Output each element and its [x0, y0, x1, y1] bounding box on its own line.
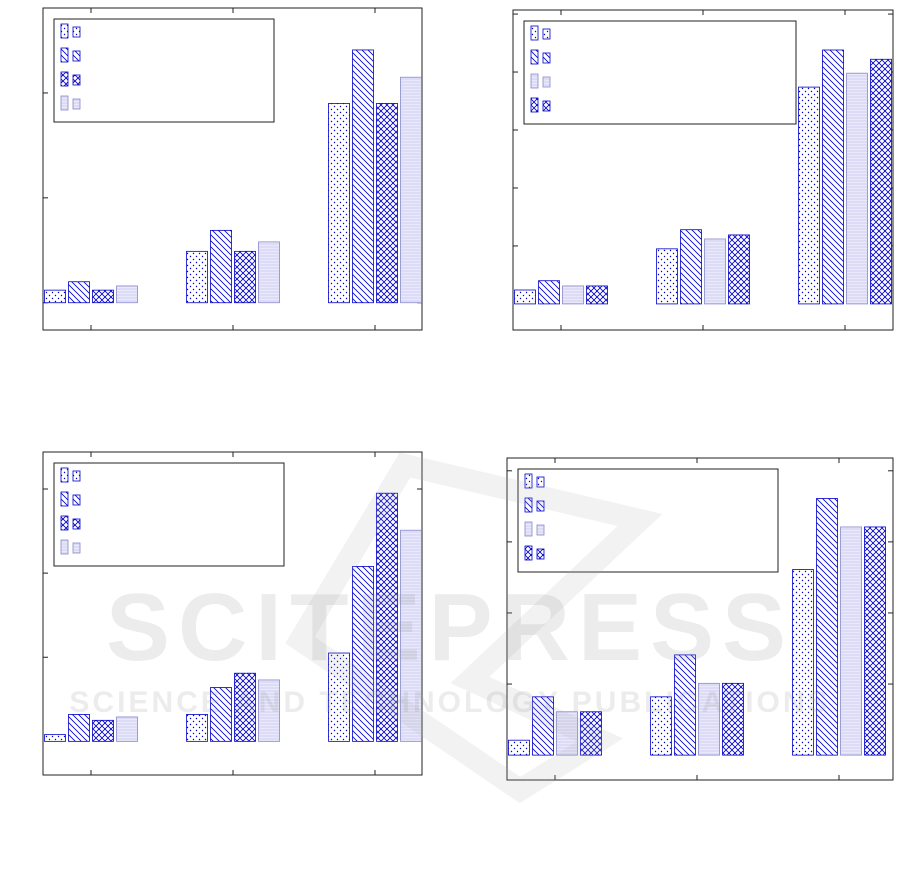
bar: [562, 285, 584, 305]
bar: [258, 679, 280, 742]
bar: [728, 234, 750, 305]
legend-swatch: [60, 515, 69, 531]
legend-swatch: [542, 52, 551, 64]
legend-swatch: [536, 548, 545, 560]
bar: [210, 229, 232, 304]
legend-swatch: [530, 49, 539, 65]
bar: [532, 696, 554, 756]
bar: [816, 498, 838, 756]
bar: [92, 289, 114, 304]
bar: [258, 241, 280, 304]
watermark-logo: [285, 452, 663, 804]
bar: [822, 49, 844, 305]
bar: [798, 86, 820, 305]
bar: [352, 49, 374, 304]
legend-swatch: [542, 76, 551, 88]
bar: [722, 682, 744, 756]
legend: [517, 468, 779, 573]
bar: [400, 529, 422, 742]
bar: [704, 238, 726, 305]
legend-swatch: [530, 25, 539, 41]
bar: [698, 682, 720, 756]
legend: [53, 462, 285, 567]
bar: [376, 103, 398, 304]
bar: [508, 739, 530, 756]
bar: [376, 492, 398, 742]
bar: [234, 672, 256, 742]
chart-panel: [42, 451, 423, 776]
legend-swatch: [60, 467, 69, 483]
bar: [68, 714, 90, 742]
legend-swatch: [542, 28, 551, 40]
bar: [514, 289, 536, 305]
legend-box: [53, 462, 285, 567]
legend-swatch: [60, 95, 69, 111]
bar: [186, 714, 208, 742]
legend-swatch: [536, 500, 545, 512]
bar: [68, 281, 90, 304]
legend-swatch: [60, 23, 69, 39]
legend-swatch: [72, 494, 81, 506]
bar: [328, 652, 350, 742]
chart-panel: [512, 9, 894, 331]
legend-swatch: [60, 71, 69, 87]
bar: [400, 76, 422, 304]
legend-box: [517, 468, 779, 573]
bar: [674, 654, 696, 756]
bar: [846, 72, 868, 305]
bar: [44, 734, 66, 742]
legend-swatch: [542, 100, 551, 112]
legend-swatch: [60, 47, 69, 63]
bar: [650, 696, 672, 756]
bar: [792, 569, 814, 756]
legend-box: [53, 18, 275, 123]
legend-swatch: [524, 521, 533, 537]
legend-swatch: [72, 26, 81, 38]
legend-swatch: [536, 524, 545, 536]
legend-swatch: [524, 545, 533, 561]
bar: [116, 285, 138, 304]
bar: [864, 526, 886, 756]
plot-frame: [506, 457, 894, 781]
bar: [840, 526, 862, 756]
chart-panel: [506, 457, 894, 781]
legend-swatch: [524, 497, 533, 513]
legend-swatch: [536, 476, 545, 488]
legend-swatch: [60, 539, 69, 555]
legend-swatch: [72, 74, 81, 86]
legend-swatch: [60, 491, 69, 507]
bar: [586, 285, 608, 305]
bar: [538, 280, 560, 305]
bar: [234, 250, 256, 304]
legend-swatch: [72, 50, 81, 62]
legend-box: [523, 20, 797, 125]
bar: [328, 103, 350, 304]
legend-swatch: [530, 73, 539, 89]
bar: [556, 711, 578, 756]
legend-swatch: [72, 542, 81, 554]
panels: [42, 7, 894, 781]
legend-swatch: [72, 518, 81, 530]
chart-panel: [42, 7, 423, 331]
bar: [186, 250, 208, 304]
bar: [580, 711, 602, 756]
watermark-title: SCITEPRESS: [106, 574, 794, 681]
bar: [210, 687, 232, 742]
legend-swatch: [72, 470, 81, 482]
bar: [680, 229, 702, 305]
legend: [523, 20, 797, 125]
legend-swatch: [72, 98, 81, 110]
bar: [352, 565, 374, 742]
bar: [870, 58, 892, 305]
legend-swatch: [524, 473, 533, 489]
legend-swatch: [530, 97, 539, 113]
bar: [656, 248, 678, 305]
watermark-subtitle: SCIENCE AND TECHNOLOGY PUBLICATIONS: [69, 686, 830, 719]
bar: [116, 716, 138, 742]
legend: [53, 18, 275, 123]
bar: [92, 719, 114, 742]
bar: [44, 289, 66, 304]
